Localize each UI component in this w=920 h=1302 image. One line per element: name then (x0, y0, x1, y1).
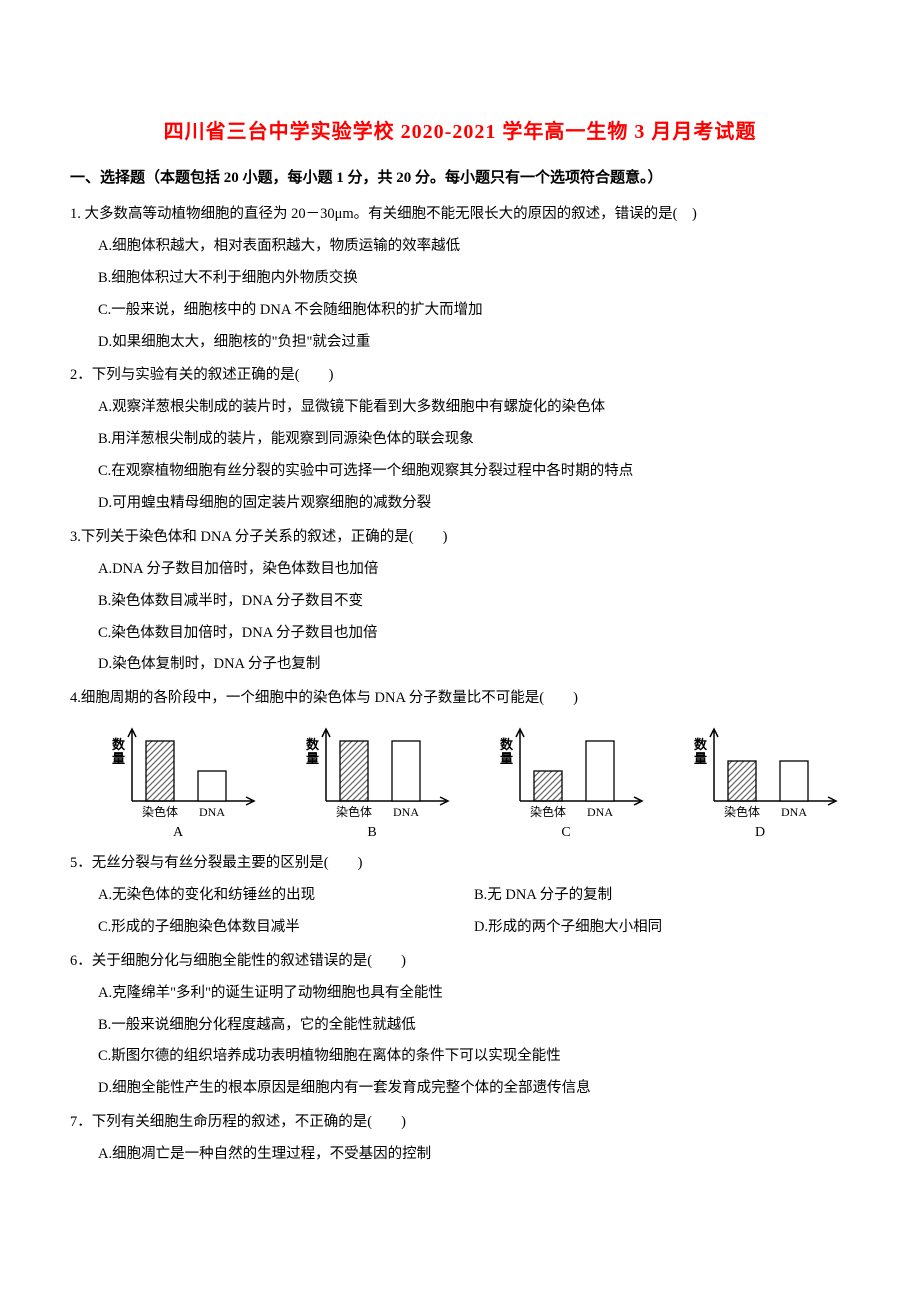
bar-chart-a: 数量染色体 DNA (98, 723, 258, 823)
q3-text: 3.下列关于染色体和 DNA 分子关系的叙述，正确的是( ) (70, 522, 850, 554)
svg-text:量: 量 (112, 751, 125, 766)
q4-charts: 数量染色体DNAA数量染色体DNAB数量染色体DNAC数量染色体DNAD (70, 715, 850, 846)
question-3: 3.下列关于染色体和 DNA 分子关系的叙述，正确的是( ) A.DNA 分子数… (70, 522, 850, 681)
svg-text:数: 数 (112, 737, 126, 752)
exam-title: 四川省三台中学实验学校 2020-2021 学年高一生物 3 月月考试题 (70, 110, 850, 154)
q4-text: 4.细胞周期的各阶段中，一个细胞中的染色体与 DNA 分子数量比不可能是( ) (70, 683, 850, 715)
q3-option-c: C.染色体数目加倍时，DNA 分子数目也加倍 (70, 618, 850, 650)
svg-text:DNA: DNA (393, 805, 419, 819)
q1-option-d: D.如果细胞太大，细胞核的"负担"就会过重 (70, 327, 850, 359)
q5-option-c: C.形成的子细胞染色体数目减半 (98, 912, 474, 944)
q1-option-b: B.细胞体积过大不利于细胞内外物质交换 (70, 263, 850, 295)
bar-chart-b: 数量染色体 DNA (292, 723, 452, 823)
svg-text:DNA: DNA (199, 805, 225, 819)
q6-option-a: A.克隆绵羊"多利"的诞生证明了动物细胞也具有全能性 (70, 978, 850, 1010)
svg-text:DNA: DNA (587, 805, 613, 819)
q5-option-b: B.无 DNA 分子的复制 (474, 880, 850, 912)
q2-text: 2．下列与实验有关的叙述正确的是( ) (70, 360, 850, 392)
q2-option-a: A.观察洋葱根尖制成的装片时，显微镜下能看到大多数细胞中有螺旋化的染色体 (70, 392, 850, 424)
svg-text:数: 数 (500, 737, 514, 752)
q5-text: 5．无丝分裂与有丝分裂最主要的区别是( ) (70, 848, 850, 880)
question-7: 7．下列有关细胞生命历程的叙述，不正确的是( ) A.细胞凋亡是一种自然的生理过… (70, 1107, 850, 1171)
q1-option-a: A.细胞体积越大，相对表面积越大，物质运输的效率越低 (70, 231, 850, 263)
question-6: 6．关于细胞分化与细胞全能性的叙述错误的是( ) A.克隆绵羊"多利"的诞生证明… (70, 946, 850, 1105)
chart-d: 数量染色体 DNA D (680, 723, 840, 842)
q6-option-c: C.斯图尔德的组织培养成功表明植物细胞在离体的条件下可以实现全能性 (70, 1041, 850, 1073)
q2-option-d: D.可用蝗虫精母细胞的固定装片观察细胞的减数分裂 (70, 488, 850, 520)
chart-label-d: D (755, 825, 765, 842)
question-5: 5．无丝分裂与有丝分裂最主要的区别是( ) A.无染色体的变化和纺锤丝的出现 B… (70, 848, 850, 944)
q6-option-b: B.一般来说细胞分化程度越高，它的全能性就越低 (70, 1010, 850, 1042)
svg-text:量: 量 (500, 751, 513, 766)
svg-text:数: 数 (694, 737, 708, 752)
q6-option-d: D.细胞全能性产生的根本原因是细胞内有一套发育成完整个体的全部遗传信息 (70, 1073, 850, 1105)
q3-option-b: B.染色体数目减半时，DNA 分子数目不变 (70, 586, 850, 618)
q5-option-a: A.无染色体的变化和纺锤丝的出现 (98, 880, 474, 912)
q7-option-a: A.细胞凋亡是一种自然的生理过程，不受基因的控制 (70, 1139, 850, 1171)
svg-text:染色体: 染色体 (336, 804, 372, 819)
q3-option-d: D.染色体复制时，DNA 分子也复制 (70, 649, 850, 681)
q2-option-b: B.用洋葱根尖制成的装片，能观察到同源染色体的联会现象 (70, 424, 850, 456)
svg-text:量: 量 (306, 751, 319, 766)
svg-text:染色体: 染色体 (142, 804, 178, 819)
question-1: 1. 大多数高等动植物细胞的直径为 20－30μm。有关细胞不能无限长大的原因的… (70, 199, 850, 358)
q7-text: 7．下列有关细胞生命历程的叙述，不正确的是( ) (70, 1107, 850, 1139)
bar-chart-c: 数量染色体 DNA (486, 723, 646, 823)
q5-option-d: D.形成的两个子细胞大小相同 (474, 912, 850, 944)
section-header: 一、选择题（本题包括 20 小题，每小题 1 分，共 20 分。每小题只有一个选… (70, 162, 850, 195)
chart-c: 数量染色体 DNA C (486, 723, 646, 842)
q1-text: 1. 大多数高等动植物细胞的直径为 20－30μm。有关细胞不能无限长大的原因的… (70, 199, 850, 231)
svg-text:染色体: 染色体 (724, 804, 760, 819)
q1-option-c: C.一般来说，细胞核中的 DNA 不会随细胞体积的扩大而增加 (70, 295, 850, 327)
chart-label-c: C (561, 825, 570, 842)
bar-chart-d: 数量染色体 DNA (680, 723, 840, 823)
svg-text:DNA: DNA (781, 805, 807, 819)
q6-text: 6．关于细胞分化与细胞全能性的叙述错误的是( ) (70, 946, 850, 978)
q3-option-a: A.DNA 分子数目加倍时，染色体数目也加倍 (70, 554, 850, 586)
chart-a: 数量染色体 DNA A (98, 723, 258, 842)
chart-label-b: B (367, 825, 376, 842)
q2-option-c: C.在观察植物细胞有丝分裂的实验中可选择一个细胞观察其分裂过程中各时期的特点 (70, 456, 850, 488)
chart-label-a: A (173, 825, 183, 842)
question-4: 4.细胞周期的各阶段中，一个细胞中的染色体与 DNA 分子数量比不可能是( ) … (70, 683, 850, 846)
svg-text:染色体: 染色体 (530, 804, 566, 819)
svg-text:量: 量 (694, 751, 707, 766)
chart-b: 数量染色体 DNA B (292, 723, 452, 842)
question-2: 2．下列与实验有关的叙述正确的是( ) A.观察洋葱根尖制成的装片时，显微镜下能… (70, 360, 850, 519)
svg-text:数: 数 (306, 737, 320, 752)
